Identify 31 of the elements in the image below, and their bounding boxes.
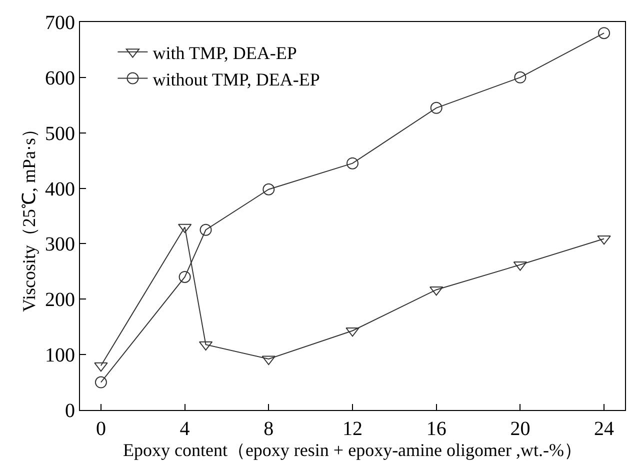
y-tick-label: 200 (45, 289, 75, 312)
point (262, 183, 275, 196)
y-tick-label: 500 (45, 122, 75, 145)
x-tick-label: 16 (426, 418, 446, 440)
x-tick-label: 20 (510, 418, 530, 440)
point (262, 356, 276, 366)
point (597, 235, 611, 245)
x-axis-title: Epoxy content（epoxy resin + epoxy-amine oligomer ,wt.-%） (122, 440, 582, 460)
point (598, 27, 610, 40)
y-tick-label: 0 (65, 400, 75, 422)
x-tick-label: 8 (264, 418, 274, 440)
y-tick-label: 100 (45, 344, 75, 367)
point (514, 71, 526, 84)
y-tick-label: 700 (45, 12, 75, 34)
legend-label: with TMP, DEA-EP (152, 42, 297, 63)
point (346, 157, 358, 170)
point (430, 286, 444, 296)
point (430, 102, 442, 114)
point (200, 224, 212, 236)
x-tick-label: 12 (342, 418, 362, 440)
point (178, 270, 191, 283)
point (94, 362, 108, 372)
x-tick-label: 24 (594, 418, 614, 440)
y-axis-title: Viscosity（25℃, mPa·s） (19, 120, 40, 312)
x-tick-label: 0 (96, 418, 106, 440)
point (346, 327, 360, 337)
y-tick-label: 400 (45, 178, 75, 200)
y-tick-label: 600 (45, 67, 75, 90)
legend-label: without TMP, DEA-EP (152, 69, 320, 90)
x-tick-label: 4 (180, 418, 190, 440)
y-tick-label: 300 (45, 234, 75, 256)
